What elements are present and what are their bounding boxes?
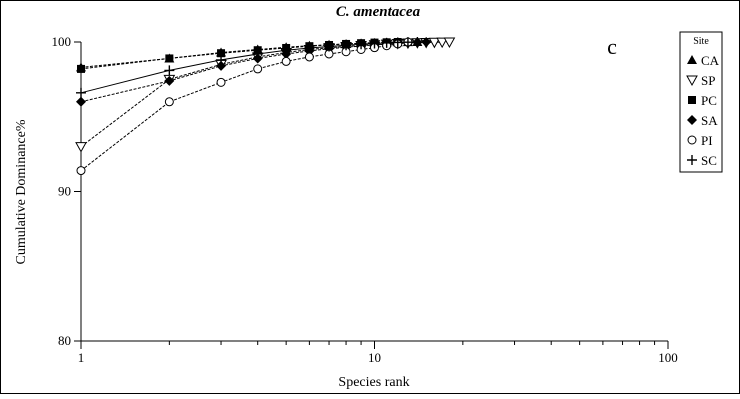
data-point-sc bbox=[76, 87, 86, 98]
data-point-pc bbox=[77, 64, 85, 73]
data-point-sp bbox=[428, 37, 441, 49]
x-tick-label: 1 bbox=[78, 350, 85, 365]
legend-label-pi: PI bbox=[701, 133, 713, 148]
data-point-sc bbox=[369, 38, 380, 49]
data-point-sa bbox=[421, 37, 432, 47]
legend-marker-sc bbox=[687, 155, 697, 165]
y-axis-label: Cumulative Dominance% bbox=[14, 119, 29, 264]
data-point-sp bbox=[75, 142, 87, 153]
data-point-pi bbox=[76, 166, 86, 176]
data-point-sc bbox=[281, 45, 292, 56]
legend-title: Site bbox=[693, 36, 709, 47]
y-tick-label: 100 bbox=[52, 34, 72, 49]
data-point-sc bbox=[252, 48, 263, 59]
data-point-sc bbox=[356, 39, 367, 50]
legend-marker-sa bbox=[687, 115, 697, 125]
data-point-pi bbox=[216, 77, 226, 87]
x-tick-label: 100 bbox=[658, 350, 678, 365]
legend: Site CA SP PC SA PI SC bbox=[679, 31, 723, 173]
legend-label-pc: PC bbox=[701, 93, 717, 108]
data-point-sc bbox=[381, 37, 392, 48]
series-sc bbox=[76, 37, 423, 98]
data-point-pi bbox=[253, 64, 263, 74]
data-point-sc bbox=[341, 40, 352, 51]
data-point-sc bbox=[402, 37, 413, 48]
legend-label-sa: SA bbox=[701, 113, 718, 128]
data-point-sc bbox=[412, 37, 423, 47]
data-point-sc bbox=[164, 65, 175, 76]
data-point-sa bbox=[76, 96, 86, 107]
legend-label-sc: SC bbox=[701, 153, 717, 168]
x-tick-label: 10 bbox=[368, 350, 381, 365]
data-point-sp bbox=[436, 37, 448, 49]
panel-label: c bbox=[607, 34, 617, 59]
legend-marker-pi bbox=[687, 135, 697, 145]
legend-marker-pc bbox=[688, 96, 696, 104]
data-point-pi bbox=[164, 97, 174, 107]
series-line-pc bbox=[80, 41, 398, 70]
data-point-sc bbox=[216, 54, 227, 65]
legend-marker-ca bbox=[687, 55, 697, 64]
legend-label-ca: CA bbox=[701, 53, 720, 68]
series-layer bbox=[75, 37, 456, 176]
data-point-sc bbox=[392, 37, 403, 48]
data-point-sc bbox=[304, 42, 315, 53]
data-point-pc bbox=[165, 54, 174, 63]
y-tick-label: 80 bbox=[58, 333, 71, 348]
data-point-sp bbox=[443, 37, 456, 49]
legend-box bbox=[679, 31, 723, 173]
data-point-sc bbox=[324, 41, 335, 52]
y-tick-label: 90 bbox=[58, 184, 71, 199]
data-point-pc bbox=[217, 49, 226, 58]
data-point-sa bbox=[216, 60, 227, 71]
data-point-sa bbox=[164, 75, 175, 86]
data-point-pi bbox=[304, 52, 314, 62]
legend-marker-sp bbox=[686, 75, 698, 87]
x-axis-label: Species rank bbox=[338, 375, 409, 390]
legend-label-sp: SP bbox=[701, 73, 715, 88]
data-point-pi bbox=[281, 56, 291, 66]
chart-title: C. amentacea bbox=[336, 4, 421, 20]
